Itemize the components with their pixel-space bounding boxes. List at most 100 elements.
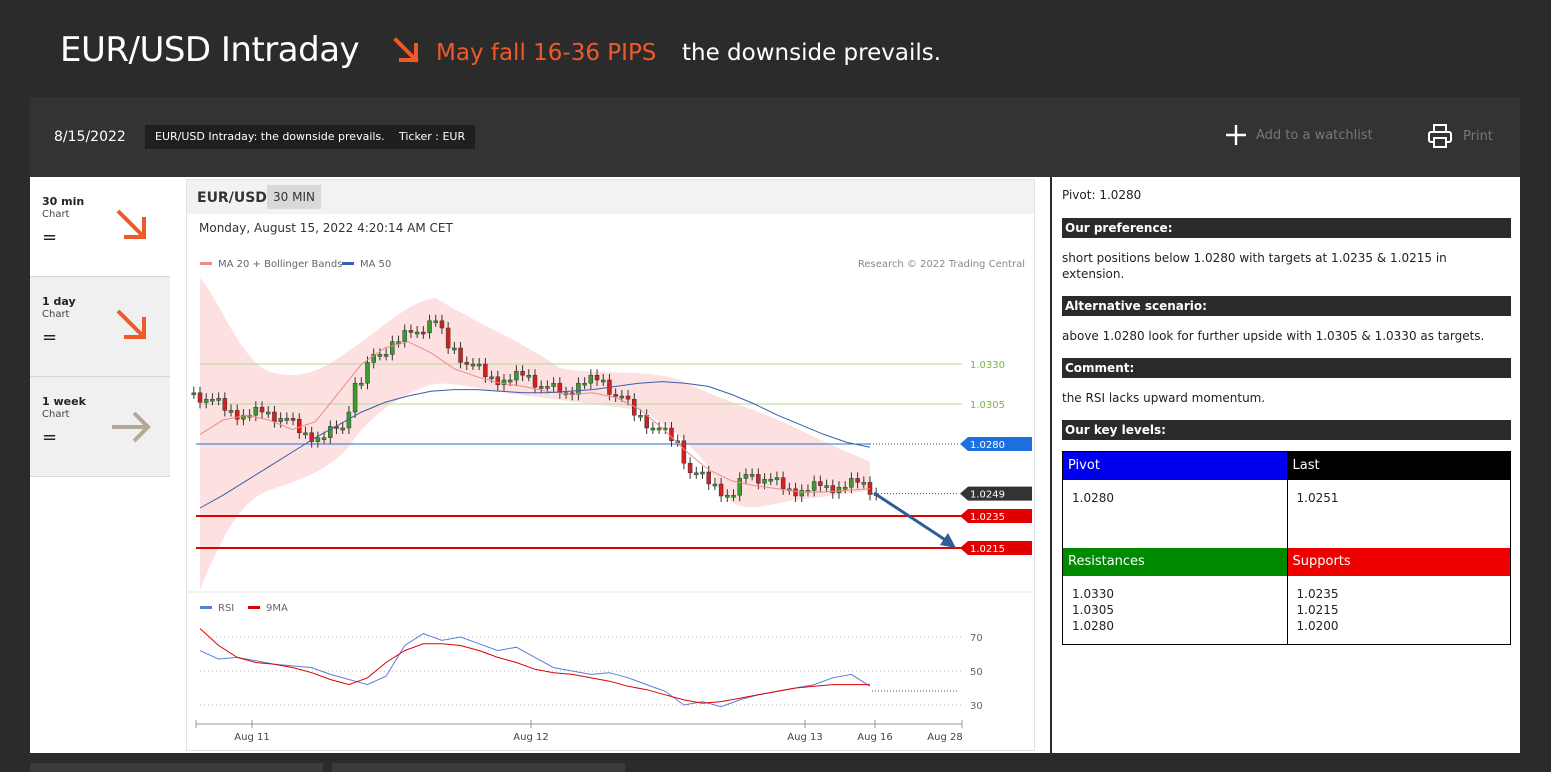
candle-body <box>489 376 494 380</box>
trend-symbol: = <box>42 227 58 248</box>
x-tick-label: Aug 13 <box>787 732 822 743</box>
printer-icon <box>1428 124 1452 148</box>
candle-body <box>241 414 246 420</box>
candle-body <box>737 478 742 496</box>
x-tick-label: Aug 16 <box>857 732 892 743</box>
candle-body <box>352 382 358 413</box>
ma50-legend-label: MA 50 <box>360 259 391 270</box>
candle-body <box>588 374 594 384</box>
x-tick-label: Aug 12 <box>513 732 548 743</box>
candle-body <box>811 481 817 491</box>
candle-body <box>210 398 215 402</box>
candle-body <box>427 320 432 334</box>
timeframe-title: 1 day <box>42 295 76 308</box>
forecast-label: May fall 16-36 PIPS <box>436 40 657 66</box>
candle-body <box>576 382 581 395</box>
last-value: 1.0251 <box>1286 480 1511 548</box>
support-price-label: 1.0235 <box>970 512 1005 523</box>
candle-body <box>706 471 711 485</box>
trend-symbol: = <box>42 327 58 348</box>
rsi-ma-legend-label: 9MA <box>266 603 288 614</box>
candle-body <box>383 354 389 357</box>
timeframe-30min-tab[interactable]: 30 min Chart = <box>30 177 170 277</box>
timeframe-title: 30 min <box>42 195 85 208</box>
candle-body <box>464 362 470 365</box>
candle-body <box>452 347 457 351</box>
last-price-tag <box>960 486 1032 501</box>
projection-arrow <box>873 491 951 545</box>
ma50-line <box>199 381 871 509</box>
ticker-chip: Ticker : EUR <box>389 125 476 149</box>
timeframe-1week-tab[interactable]: 1 week Chart = <box>30 377 170 477</box>
arrow-down-right-icon <box>116 209 146 239</box>
candle-body <box>359 382 364 386</box>
support-value: 1.0215 <box>1296 603 1339 617</box>
candle-body <box>551 382 556 387</box>
ma20-line <box>199 341 871 493</box>
support-price-label: 1.0215 <box>970 544 1005 555</box>
page-title: EUR/USD Intraday <box>60 30 360 70</box>
price-chart: MA 20 + Bollinger Bands MA 50 Research ©… <box>186 259 1034 743</box>
preference-heading: Our preference: <box>1062 218 1511 238</box>
candle-body <box>731 494 736 498</box>
candle-body <box>445 327 451 349</box>
comment-heading: Comment: <box>1062 358 1511 378</box>
candle-body <box>700 471 705 475</box>
support-price-tag <box>960 541 1032 555</box>
timeframe-1day-tab[interactable]: 1 day Chart = <box>30 277 170 377</box>
alternative-text: above 1.0280 look for further upside wit… <box>1062 329 1485 343</box>
candle-body <box>203 398 209 403</box>
supports-header: Supports <box>1286 548 1510 576</box>
candle-body <box>278 418 283 422</box>
rsi-tick-label: 30 <box>970 701 983 712</box>
bottom-tab[interactable] <box>332 763 625 772</box>
candle-body <box>625 395 631 400</box>
candle-body <box>619 395 625 399</box>
candle-body <box>532 374 538 388</box>
candle-body <box>507 379 513 383</box>
candle-body <box>799 490 805 497</box>
candle-body <box>867 482 873 495</box>
candle-body <box>402 330 407 342</box>
print-button[interactable]: Print <box>1427 123 1493 149</box>
candle-body <box>222 398 228 411</box>
candle-body <box>780 477 786 490</box>
candle-body <box>600 379 606 383</box>
watchlist-label: Add to a watchlist <box>1256 127 1373 143</box>
bollinger-band <box>200 278 870 590</box>
candle-body <box>340 427 345 431</box>
arrow-down-right-icon <box>393 37 419 63</box>
candle-body <box>408 330 414 333</box>
candle-body <box>191 392 197 396</box>
candle-body <box>836 486 842 494</box>
support-value: 1.0200 <box>1296 619 1339 633</box>
comment-text: the RSI lacks upward momentum. <box>1062 391 1266 405</box>
ma20-legend-label: MA 20 + Bollinger Bands <box>218 259 342 270</box>
candle-body <box>265 411 271 415</box>
candle-body <box>483 363 488 378</box>
x-tick-label: Aug 28 <box>927 732 962 743</box>
bottom-tab[interactable] <box>30 763 323 772</box>
candle-body <box>303 432 308 436</box>
rsi-ma-line <box>199 628 870 704</box>
rsi-tick-label: 50 <box>970 667 983 678</box>
add-to-watchlist-button[interactable]: Add to a watchlist <box>1224 123 1373 147</box>
candle-body <box>725 494 730 498</box>
projection-arrowhead <box>940 533 956 548</box>
candle-body <box>830 485 836 494</box>
candle-body <box>774 477 780 480</box>
alternative-heading: Alternative scenario: <box>1062 296 1511 316</box>
rsi-line <box>199 633 871 708</box>
timeframe-nav: 30 min Chart = 1 day Chart = 1 week Char… <box>30 177 170 753</box>
candle-body <box>718 483 724 497</box>
candle-body <box>681 440 687 464</box>
chart-frame: EUR/USD 30 MIN Monday, August 15, 2022 4… <box>186 179 1035 751</box>
analysis-panel: Pivot: 1.0280 Our preference: short posi… <box>1050 177 1520 753</box>
resistance-label: 1.0330 <box>970 360 1005 371</box>
candle-body <box>545 386 550 389</box>
candle-body <box>495 376 501 386</box>
chart-timeframe-badge: 30 MIN <box>267 185 321 209</box>
candle-body <box>749 474 755 477</box>
candle-body <box>439 320 445 329</box>
